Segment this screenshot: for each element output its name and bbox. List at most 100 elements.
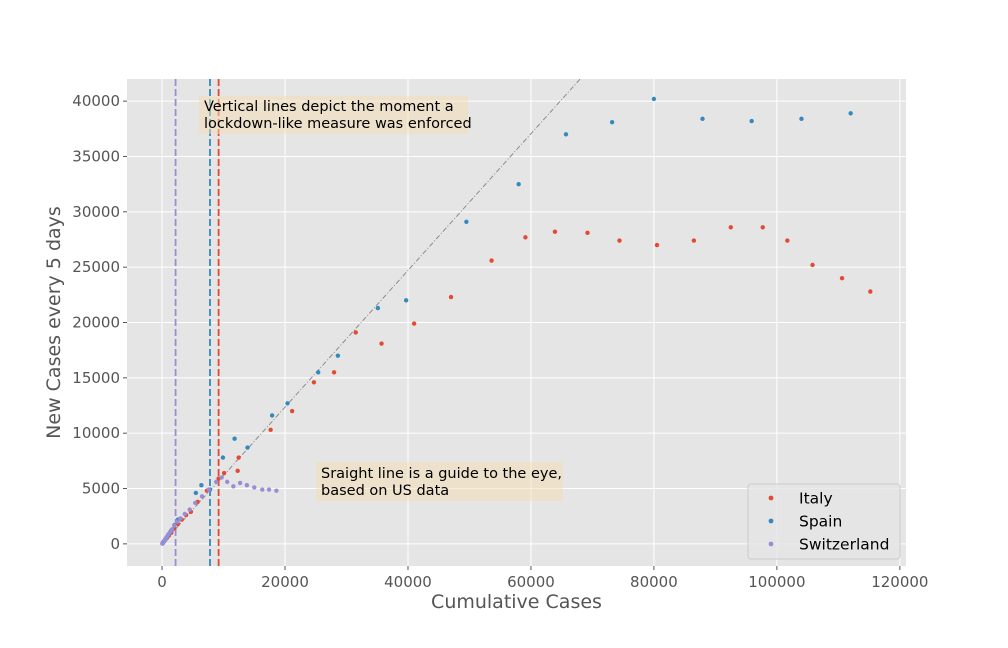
point-spain — [199, 483, 204, 488]
point-italy — [236, 455, 241, 460]
point-spain — [609, 119, 615, 125]
y-tick-label: 35000 — [72, 147, 120, 165]
point-spain — [799, 116, 804, 122]
point-spain — [316, 370, 321, 375]
point-switzerland — [252, 485, 257, 490]
point-switzerland — [193, 500, 198, 506]
grid — [127, 79, 906, 566]
point-spain — [700, 116, 705, 122]
point-switzerland — [237, 480, 243, 486]
y-tick-label: 0 — [110, 535, 120, 553]
y-tick-label: 25000 — [72, 258, 120, 276]
lockdown-lines — [174, 79, 220, 566]
x-tick-label: 0 — [157, 573, 167, 591]
point-italy — [654, 242, 660, 248]
point-spain — [403, 298, 409, 303]
point-italy — [728, 225, 733, 230]
point-italy — [810, 262, 815, 268]
legend-label-italy: Italy — [799, 490, 833, 508]
legend-box — [747, 483, 901, 560]
point-spain — [375, 305, 381, 311]
annotation-guide-text: Sraight line is a guide to the eye, base… — [321, 466, 567, 499]
point-italy — [489, 258, 494, 263]
point-italy — [379, 341, 384, 346]
point-italy — [839, 276, 845, 281]
y-tick-label: 15000 — [72, 369, 120, 387]
point-italy — [785, 238, 790, 243]
point-spain — [848, 111, 853, 116]
point-switzerland — [172, 523, 177, 528]
x-tick-label: 120000 — [871, 573, 928, 591]
point-spain — [335, 353, 341, 358]
annotation-guide-box — [316, 462, 563, 501]
point-italy — [552, 229, 558, 234]
annotation-lockdown: Vertical lines depict the moment a lockd… — [199, 96, 472, 134]
point-italy — [268, 427, 273, 433]
legend-label-spain: Spain — [799, 513, 842, 531]
point-switzerland — [219, 475, 224, 480]
guide-line-segment — [161, 78, 581, 545]
point-italy — [353, 330, 358, 335]
point-switzerland — [225, 479, 230, 485]
y-axis-label: New Cases every 5 days — [43, 206, 65, 439]
x-axis-label: Cumulative Cases — [431, 591, 602, 613]
x-tick-label: 80000 — [630, 573, 678, 591]
y-tick-label: 30000 — [72, 203, 120, 221]
y-tick-label: 40000 — [72, 92, 120, 110]
point-italy — [448, 294, 454, 300]
legend-marker-italy — [768, 495, 774, 501]
point-spain — [563, 132, 569, 137]
point-italy — [523, 235, 528, 240]
point-italy — [617, 238, 622, 243]
x-tick-labels: 0 20000 40000 60000 80000 100000 120000 — [157, 566, 928, 591]
x-tick-label: 40000 — [384, 573, 432, 591]
annotation-lockdown-line-1: Vertical lines depict the moment a — [204, 99, 454, 115]
point-italy — [691, 238, 697, 243]
x-tick-label: 100000 — [748, 573, 805, 591]
guide-line — [161, 78, 581, 545]
x-tick-label: 60000 — [507, 573, 555, 591]
point-switzerland — [274, 488, 279, 493]
legend-marker-switzerland — [768, 541, 774, 547]
annotation-lockdown-line-2: lockdown-like measure was enforced — [204, 116, 472, 132]
point-switzerland — [231, 484, 236, 489]
annotation-lockdown-text: Vertical lines depict the moment a lockd… — [204, 99, 472, 132]
annotation-guide-line-2: based on US data — [321, 483, 449, 499]
point-italy — [221, 470, 227, 476]
point-italy — [868, 289, 873, 294]
point-spain — [232, 436, 237, 441]
point-spain — [193, 490, 199, 496]
point-italy — [331, 370, 337, 375]
y-tick-label: 20000 — [72, 314, 120, 332]
point-switzerland — [244, 483, 250, 488]
point-italy — [585, 230, 590, 236]
annotation-guide: Sraight line is a guide to the eye, base… — [316, 462, 567, 501]
point-switzerland — [199, 494, 205, 499]
point-spain — [285, 401, 290, 406]
point-switzerland — [175, 519, 180, 524]
annotation-lockdown-box — [199, 96, 468, 134]
annotation-guide-line-1: Sraight line is a guide to the eye, — [321, 466, 562, 482]
y-tick-label: 5000 — [82, 480, 120, 498]
point-italy — [311, 380, 317, 385]
point-spain — [269, 413, 275, 418]
legend-label-switzerland: Switzerland — [799, 536, 889, 554]
point-italy — [411, 321, 417, 326]
point-spain — [464, 219, 469, 224]
data-points — [160, 96, 873, 546]
point-italy — [760, 225, 765, 230]
legend-marker-spain — [768, 518, 774, 524]
point-spain — [245, 445, 250, 450]
point-switzerland — [169, 527, 175, 532]
point-switzerland — [178, 516, 183, 521]
point-spain — [516, 181, 521, 187]
point-italy — [235, 468, 240, 474]
point-switzerland — [187, 507, 192, 512]
point-switzerland — [182, 511, 187, 517]
point-spain — [749, 118, 754, 124]
point-spain — [220, 455, 226, 460]
point-italy — [289, 408, 295, 414]
point-switzerland — [266, 487, 272, 492]
point-switzerland — [260, 487, 265, 492]
